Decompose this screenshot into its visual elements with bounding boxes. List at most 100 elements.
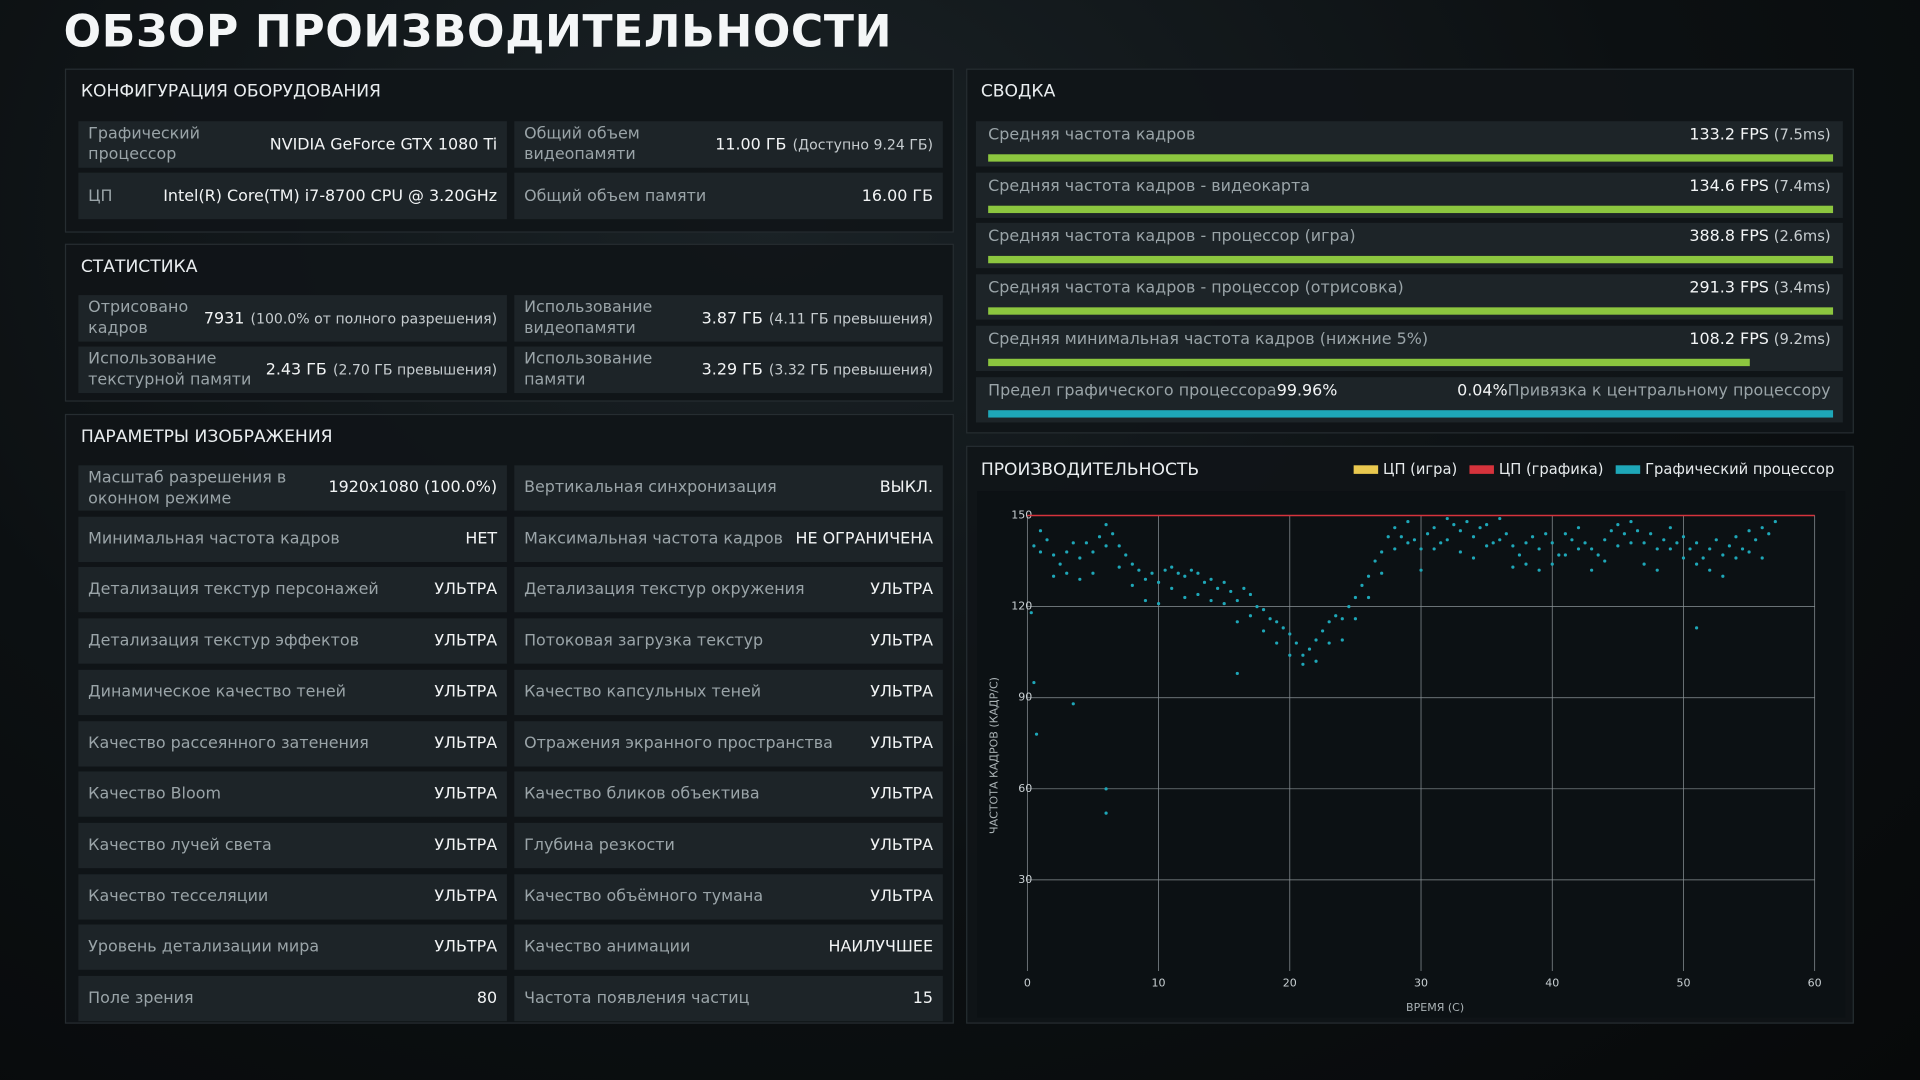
data-point <box>1235 671 1239 676</box>
limit-gpu-label: Предел графического процессора <box>988 381 1277 400</box>
data-point <box>1071 541 1075 545</box>
data-point <box>1675 541 1679 545</box>
data-point <box>1681 535 1686 539</box>
data-point <box>1432 547 1436 551</box>
data-point <box>1248 592 1253 597</box>
data-point <box>1045 538 1049 542</box>
y-tick-label: 60 <box>1018 782 1032 795</box>
data-point <box>1189 568 1193 572</box>
summary-row: Средняя частота кадров - процессор (игра… <box>975 223 1843 269</box>
data-point <box>1767 532 1771 536</box>
data-point <box>1242 586 1246 590</box>
cell-label: Графический процессор <box>88 124 200 165</box>
info-cell: Качество объёмного тумана УЛЬТРА <box>514 873 943 920</box>
data-point <box>1616 523 1620 527</box>
cell-note: (3.32 ГБ превышения) <box>768 361 934 379</box>
data-point <box>1701 556 1705 560</box>
data-point <box>1471 535 1476 539</box>
data-point <box>1202 580 1207 584</box>
data-point <box>1353 595 1358 600</box>
data-point <box>1038 550 1043 554</box>
data-point <box>1209 598 1213 603</box>
info-cell: Общий объем памяти 16.00 ГБ <box>514 172 943 220</box>
data-point <box>1288 653 1292 657</box>
data-point <box>1649 532 1653 536</box>
grid: 0 10 20 30 40 50 60 30 60 90 120 150 <box>1011 509 1821 990</box>
data-point <box>1708 547 1712 551</box>
data-point <box>1183 595 1187 600</box>
data-point <box>1386 535 1390 539</box>
data-point <box>1156 580 1161 584</box>
data-point <box>1268 617 1272 621</box>
data-point <box>1104 787 1108 791</box>
summary-value-group: 388.8 FPS (2.6ms) <box>1689 228 1830 246</box>
data-point <box>1458 529 1462 533</box>
cell-label: Качество капсульных теней <box>524 683 762 702</box>
data-point <box>1668 547 1672 551</box>
cell-value: УЛЬТРА <box>434 938 498 957</box>
info-cell: Детализация текстур окружения УЛЬТРА <box>514 567 943 613</box>
data-point <box>1130 562 1134 566</box>
y-tick-label: 150 <box>1011 509 1032 522</box>
data-point <box>1196 571 1200 575</box>
summary-label: Средняя частота кадров - видеокарта <box>988 177 1311 196</box>
data-point <box>1524 541 1528 545</box>
x-tick-label: 20 <box>1283 976 1297 989</box>
data-point <box>1209 577 1213 581</box>
limit-cpu-value: 0.04% <box>1457 381 1508 400</box>
data-point <box>1275 620 1279 624</box>
data-point <box>1740 547 1745 551</box>
cell-value: УЛЬТРА <box>870 785 934 804</box>
data-point <box>1222 580 1226 584</box>
data-point <box>1393 526 1397 530</box>
data-point <box>1038 529 1043 533</box>
summary-bar <box>988 154 1834 162</box>
cell-value: УЛЬТРА <box>434 631 498 651</box>
data-point <box>1754 538 1758 542</box>
summary-note: (3.4ms) <box>1773 279 1831 297</box>
data-point <box>1747 529 1751 533</box>
data-point <box>1104 523 1108 527</box>
cell-label: Вертикальная синхронизация <box>524 478 777 498</box>
data-point <box>1491 541 1495 545</box>
summary-note: (9.2ms) <box>1773 330 1831 348</box>
data-point <box>1052 553 1056 557</box>
data-point <box>1170 565 1174 569</box>
cell-note: (4.11 ГБ превышения) <box>768 309 934 327</box>
cell-label: Отрисовано кадров <box>88 298 189 338</box>
data-point <box>1629 519 1633 524</box>
data-point <box>1714 538 1718 542</box>
y-tick-label: 120 <box>1011 600 1032 613</box>
info-cell: Использование памяти 3.29 ГБ (3.32 ГБ прев… <box>514 346 943 394</box>
summary-label: Средняя частота кадров <box>988 126 1196 145</box>
data-point <box>1275 641 1279 645</box>
data-point <box>1143 577 1148 581</box>
limit-cpu: 0.04%Привязка к центральному процессору <box>1457 381 1831 399</box>
info-cell: ЦП Intel(R) Core(TM) i7-8700 CPU @ 3.20GH… <box>78 172 507 220</box>
cell-label: Детализация текстур эффектов <box>88 631 360 651</box>
chart: ПРОИЗВОДИТЕЛЬНОСТЬ ВРЕМЯ (С) ЧАСТОТА КАД… <box>977 460 1846 1018</box>
data-point <box>1668 526 1672 530</box>
data-point <box>1708 568 1712 572</box>
cell-value: УЛЬТРА <box>870 734 934 753</box>
page-title: ОБЗОР ПРОИЗВОДИТЕЛЬНОСТИ <box>63 7 893 58</box>
cell-label: Качество тесселяции <box>88 887 269 906</box>
info-cell: Глубина резкости УЛЬТРА <box>514 822 943 869</box>
data-point <box>1029 611 1033 615</box>
data-point <box>1340 617 1344 621</box>
cell-label: Глубина резкости <box>524 836 675 855</box>
data-point <box>1104 544 1108 548</box>
data-point <box>1517 553 1522 557</box>
cell-label: Динамическое качество теней <box>88 683 347 702</box>
data-point <box>1235 620 1239 624</box>
cell-label: Использование текстурной памяти <box>88 350 252 390</box>
data-point <box>1373 559 1377 563</box>
summary-bar <box>988 358 1750 366</box>
data-point <box>1380 571 1384 575</box>
data-point <box>1445 516 1449 521</box>
data-point <box>1360 583 1364 587</box>
data-point <box>1603 559 1607 563</box>
data-point <box>1688 547 1692 551</box>
legend-label: ЦП (игра) <box>1383 461 1457 478</box>
cell-value: НЕ ОГРАНИЧЕНА <box>795 529 934 549</box>
